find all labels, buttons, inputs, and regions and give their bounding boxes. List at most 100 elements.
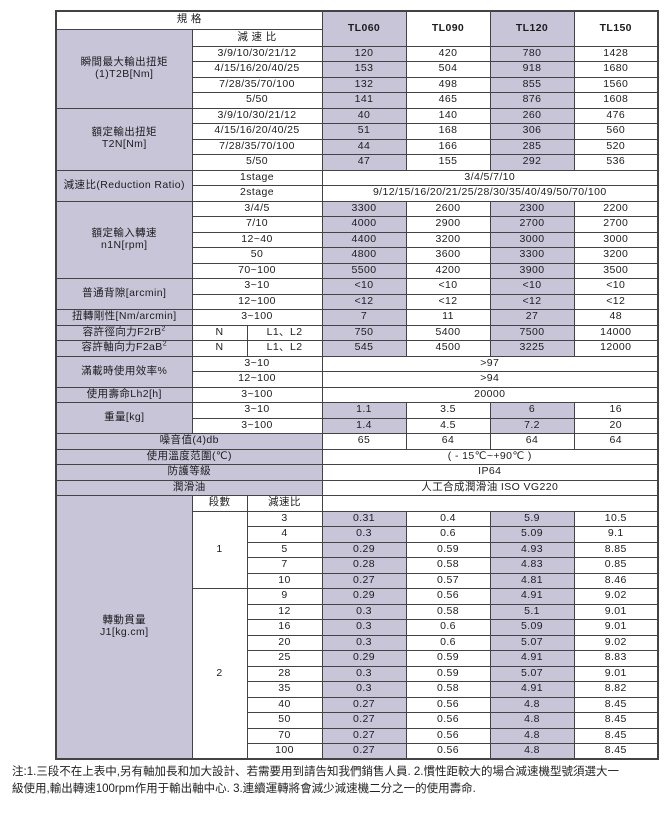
value-cell: 476 xyxy=(573,107,659,124)
table-row: 規 格 TL060 TL090 TL120 TL150 xyxy=(55,10,659,47)
row-label-cell: 容許軸向力F2aB2 xyxy=(55,340,193,357)
value-cell: 1.1 xyxy=(321,402,407,419)
value-cell: <10 xyxy=(405,278,491,295)
value-cell: <10 xyxy=(489,278,575,295)
value-cell: 0.59 xyxy=(405,665,491,682)
ratio-cell: 100 xyxy=(246,743,323,760)
value-cell: 306 xyxy=(489,123,575,140)
value-cell: 2300 xyxy=(489,200,575,217)
ratio-cell: 7/28/35/70/100 xyxy=(191,138,323,155)
ratio-cell: 4/15/16/20/40/25 xyxy=(191,123,323,140)
value-cell: 560 xyxy=(573,123,659,140)
value-cell: 16 xyxy=(573,402,659,419)
value-cell: 40 xyxy=(321,107,407,124)
value-cell: 8.85 xyxy=(573,541,659,558)
table-row: 35 0.3 0.58 4.91 8.82 xyxy=(56,681,659,698)
value-cell: 0.27 xyxy=(321,743,407,760)
value-cell: 4400 xyxy=(321,231,407,248)
ratio-cell: 12~40 xyxy=(191,231,323,248)
value-cell: 6 xyxy=(489,402,575,419)
ratio-cell: 3 xyxy=(246,510,323,527)
ratio-cell: 20 xyxy=(246,634,323,651)
value-cell: 1608 xyxy=(573,92,659,109)
value-cell: 4.8 xyxy=(489,743,575,760)
table-row: 12 0.3 0.58 5.1 9.01 xyxy=(56,603,659,620)
value-cell: 750 xyxy=(321,324,407,341)
value-cell: 918 xyxy=(489,61,575,78)
value-cell: 14000 xyxy=(573,324,659,341)
value-cell: 420 xyxy=(405,45,491,62)
row-label-cell: 噪音值(4)db xyxy=(55,433,323,450)
value-cell: 3.5 xyxy=(405,402,491,419)
value-cell: 0.59 xyxy=(405,650,491,667)
ratio-cell: 9 xyxy=(246,588,323,605)
value-cell: 4800 xyxy=(321,247,407,264)
footnote-line: 注:1.三段不在上表中,另有軸加長和加大設計、若需要用到請告知我們銷售人員. 2… xyxy=(12,766,619,778)
value-cell: 0.58 xyxy=(405,681,491,698)
value-cell: 12000 xyxy=(573,340,659,357)
value-cell: 260 xyxy=(489,107,575,124)
table-row: 5/50 141 465 876 1608 xyxy=(56,92,659,109)
table-row: 5 0.29 0.59 4.93 8.85 xyxy=(56,541,659,558)
value-cell: 0.6 xyxy=(405,619,491,636)
value-cell: 536 xyxy=(573,154,659,171)
value-cell: 3500 xyxy=(573,262,659,279)
ratio-cell: 70 xyxy=(246,727,323,744)
table-row: 使用溫度范圍(℃)( - 15℃~+90℃ ) xyxy=(55,448,659,465)
value-cell: 876 xyxy=(489,92,575,109)
table-row: 瞬間最大輸出扭矩 (1)T2B[Nm] 減 速 比 xyxy=(55,28,658,109)
value-cell: 27 xyxy=(489,309,575,326)
value-cell: 285 xyxy=(489,138,575,155)
ratio-cell: 70~100 xyxy=(191,262,323,279)
merged-value-cell: 人工合成潤滑油 ISO VG220 xyxy=(321,479,659,496)
load-point-cell: L1、L2 xyxy=(246,340,323,357)
table-row: 4/15/16/20/40/25 51 168 306 560 xyxy=(56,123,659,140)
table-row: 7/28/35/70/100 132 498 855 1560 xyxy=(56,76,659,93)
table-row: 100 0.27 0.56 4.8 8.45 xyxy=(56,743,659,760)
value-cell: 0.56 xyxy=(405,588,491,605)
value-cell: 0.31 xyxy=(321,510,407,527)
value-cell: 11 xyxy=(405,309,491,326)
value-cell: 64 xyxy=(405,433,491,450)
value-cell: <12 xyxy=(321,293,407,310)
value-cell: 153 xyxy=(321,61,407,78)
spec-table: 規 格 TL060 TL090 TL120 TL150 瞬間最大輸出扭矩 (1)T2B[N… xyxy=(55,10,660,760)
value-cell: 3225 xyxy=(489,340,575,357)
ratio-cell: 12~100 xyxy=(191,371,323,388)
value-cell: 9.02 xyxy=(573,588,659,605)
ratio-cell: 40 xyxy=(246,696,323,713)
row-label-cell: 扭轉剛性[Nm/arcmin] xyxy=(55,309,193,326)
ratio-cell: 3/9/10/30/21/12 xyxy=(191,45,323,62)
value-cell: 0.57 xyxy=(405,572,491,589)
table-row: 3~100 1.4 4.5 7.2 20 xyxy=(56,417,659,434)
value-cell: 4.81 xyxy=(489,572,575,589)
value-cell: 0.28 xyxy=(321,557,407,574)
merged-value-cell: >94 xyxy=(321,371,659,388)
value-cell: 0.58 xyxy=(405,557,491,574)
value-cell: 4.91 xyxy=(489,588,575,605)
table-row: 3/9/10/30/21/12 120 420 780 1428 xyxy=(56,45,659,62)
value-cell: 4.8 xyxy=(489,727,575,744)
table-row: 使用壽命Lh2[h] 3~100 20000 xyxy=(55,386,659,403)
value-cell: 0.3 xyxy=(321,603,407,620)
value-cell: 2700 xyxy=(573,216,659,233)
ratio-cell: 12 xyxy=(246,603,323,620)
empty-cell xyxy=(321,495,659,512)
value-cell: 9.01 xyxy=(573,619,659,636)
value-cell: 3000 xyxy=(489,231,575,248)
value-cell: 65 xyxy=(321,433,407,450)
ratio-cell: 3/4/5 xyxy=(191,200,323,217)
merged-value-cell: 20000 xyxy=(321,386,659,403)
unit-cell: N xyxy=(191,340,248,357)
value-cell: 4.8 xyxy=(489,696,575,713)
model-header-cell: TL150 xyxy=(573,10,659,47)
value-cell: 545 xyxy=(321,340,407,357)
model-header-cell: TL090 xyxy=(405,10,491,47)
ratio-cell: 5/50 xyxy=(191,154,323,171)
value-cell: 0.85 xyxy=(573,557,659,574)
value-cell: 140 xyxy=(405,107,491,124)
value-cell: 3200 xyxy=(405,231,491,248)
value-cell: 20 xyxy=(573,417,659,434)
value-cell: 1.4 xyxy=(321,417,407,434)
value-cell: 166 xyxy=(405,138,491,155)
